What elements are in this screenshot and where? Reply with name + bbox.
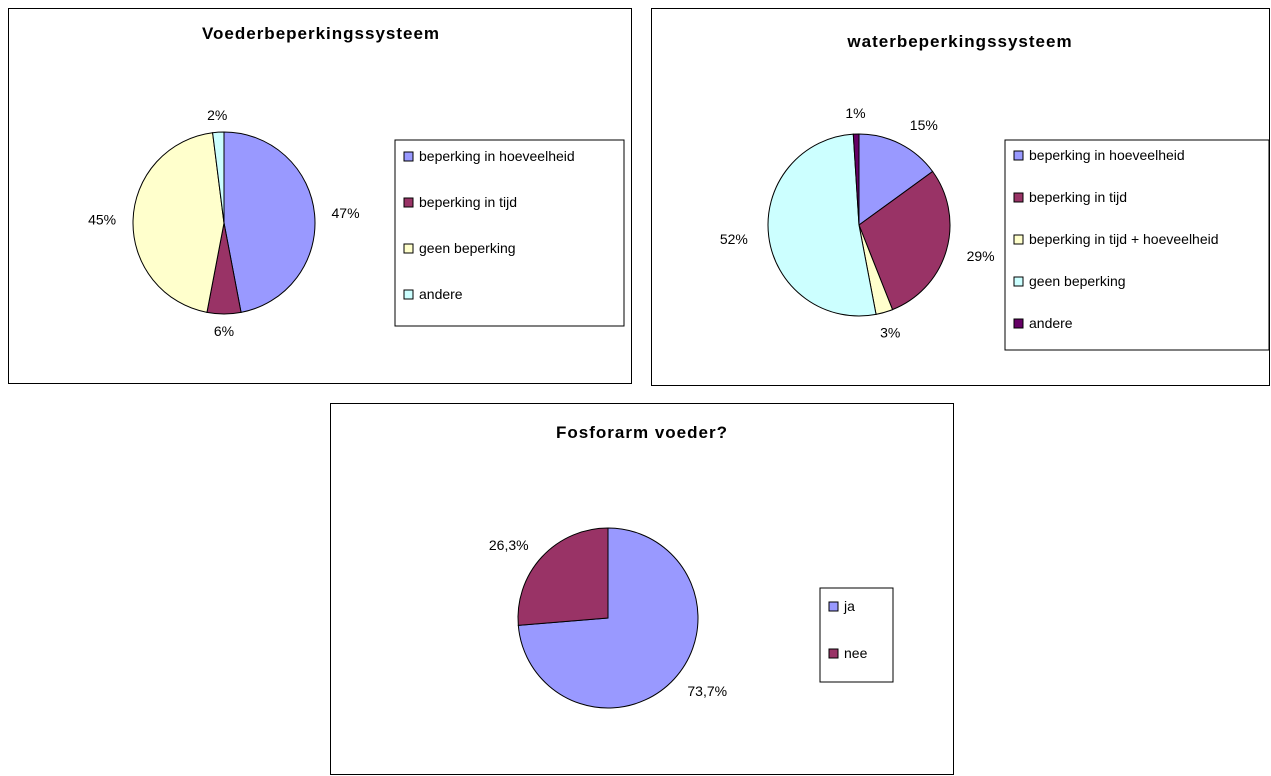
legend-label-beperking-in-tijd: beperking in tijd	[419, 194, 517, 210]
pie-slice-geen-beperking	[132, 132, 225, 313]
chart-fosforarm: Fosforarm voeder? 73,7% 26,3% ja nee	[489, 423, 894, 709]
legend-swatch-geen-beperking	[1013, 276, 1024, 287]
data-label-ja: 73,7%	[687, 683, 727, 699]
legend-label-beperking-in-tijd-hoeveelheid: beperking in tijd + hoeveelheid	[1029, 231, 1219, 247]
data-label-beperking-in-tijd: 6%	[214, 323, 234, 339]
data-label-andere: 1%	[845, 105, 865, 121]
pie-slice-beperking-in-tijd	[858, 170, 951, 311]
legend-label-geen-beperking: geen beperking	[1029, 273, 1126, 289]
legend-label-beperking-in-hoeveelheid: beperking in hoeveelheid	[1029, 147, 1185, 163]
pie-slice-geen-beperking	[767, 133, 877, 317]
chart-voeder: Voederbeperkingssysteem 47% 6% 45% 2% beperki…	[88, 24, 625, 339]
data-label-beperking-in-tijd-hoeveelheid: 3%	[880, 325, 900, 341]
pie-slice-nee	[517, 527, 609, 626]
legend-label-beperking-in-tijd: beperking in tijd	[1029, 189, 1127, 205]
data-label-geen-beperking: 45%	[88, 212, 116, 228]
legend-label-andere: andere	[1029, 315, 1073, 331]
legend-swatch-beperking-in-hoeveelheid	[1013, 150, 1024, 161]
legend-label-geen-beperking: geen beperking	[419, 240, 516, 256]
data-label-beperking-in-hoeveelheid: 15%	[910, 117, 938, 133]
chart-title: Voederbeperkingssysteem	[202, 24, 440, 43]
legend-swatch-ja	[828, 601, 839, 612]
legend-label-nee: nee	[844, 645, 868, 661]
legend-swatch-beperking-in-tijd	[403, 197, 414, 208]
data-label-geen-beperking: 52%	[720, 231, 748, 247]
legend	[1004, 139, 1270, 351]
legend-label-andere: andere	[419, 286, 463, 302]
pie-slice-andere	[212, 131, 225, 224]
chart-panel-fosforarm: Fosforarm voeder? 73,7% 26,3% ja nee	[330, 403, 954, 775]
legend-label-beperking-in-hoeveelheid: beperking in hoeveelheid	[419, 148, 575, 164]
legend-swatch-nee	[828, 648, 839, 659]
chart-water: waterbeperkingssysteem 15% 29% 3% 52% 1% beper…	[720, 32, 1270, 351]
legend-swatch-andere	[1013, 318, 1024, 329]
chart-title: waterbeperkingssysteem	[846, 32, 1072, 51]
legend-swatch-beperking-in-hoeveelheid	[403, 151, 414, 162]
chart-panel-water: waterbeperkingssysteem 15% 29% 3% 52% 1% beper…	[651, 8, 1270, 386]
pie-slice-beperking-in-hoeveelheid	[858, 133, 934, 226]
legend	[394, 139, 625, 327]
pie-slice-andere	[852, 133, 860, 226]
pie-slice-beperking-in-hoeveelheid	[223, 131, 316, 313]
legend-swatch-beperking-in-tijd	[1013, 192, 1024, 203]
data-label-nee: 26,3%	[489, 537, 529, 553]
data-label-andere: 2%	[207, 107, 227, 123]
data-label-beperking-in-tijd: 29%	[967, 248, 995, 264]
legend-label-ja: ja	[843, 598, 855, 614]
legend-swatch-beperking-in-tijd-hoeveelheid	[1013, 234, 1024, 245]
legend-swatch-geen-beperking	[403, 243, 414, 254]
chart-panel-voeder: Voederbeperkingssysteem 47% 6% 45% 2% beperki…	[8, 8, 632, 384]
chart-title: Fosforarm voeder?	[556, 423, 728, 442]
legend-swatch-andere	[403, 289, 414, 300]
data-label-beperking-in-hoeveelheid: 47%	[332, 205, 360, 221]
